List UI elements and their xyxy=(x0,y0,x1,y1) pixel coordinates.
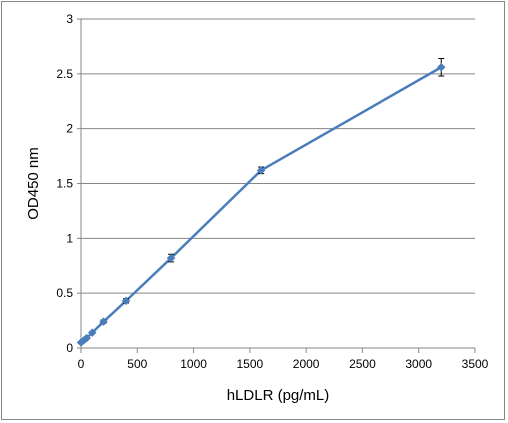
y-tick-label: 1 xyxy=(66,231,73,245)
y-tick-label: 0.5 xyxy=(56,286,73,300)
data-point xyxy=(436,62,446,72)
x-tick-label: 1000 xyxy=(180,357,207,371)
y-tick-labels: 0 0.5 1 1.5 2 2.5 3 xyxy=(56,12,73,355)
x-tick-labels: 0 500 1000 1500 2000 2500 3000 3500 xyxy=(78,357,489,371)
y-tick-label: 0 xyxy=(66,341,73,355)
data-point xyxy=(121,296,131,306)
data-point xyxy=(82,333,91,343)
data-point xyxy=(87,328,97,338)
data-point xyxy=(256,165,266,175)
x-tick-label: 0 xyxy=(78,357,85,371)
data-point xyxy=(166,253,176,263)
series-line xyxy=(80,66,442,344)
axes xyxy=(77,18,476,353)
gridlines xyxy=(81,18,475,294)
data-series xyxy=(76,57,446,347)
x-tick-label: 1500 xyxy=(237,357,264,371)
x-tick-label: 3500 xyxy=(462,357,489,371)
y-tick-label: 1.5 xyxy=(56,177,73,191)
x-tick-label: 500 xyxy=(127,357,147,371)
y-axis-title: OD450 nm xyxy=(25,147,42,220)
x-axis-title: hLDLR (pg/mL) xyxy=(227,387,330,404)
x-tick-label: 2000 xyxy=(293,357,320,371)
x-tick-label: 3000 xyxy=(405,357,432,371)
y-tick-label: 2 xyxy=(66,122,73,136)
data-point xyxy=(99,317,108,327)
y-tick-label: 3 xyxy=(66,12,73,26)
x-tick-label: 2500 xyxy=(349,357,376,371)
y-tick-label: 2.5 xyxy=(56,67,73,81)
